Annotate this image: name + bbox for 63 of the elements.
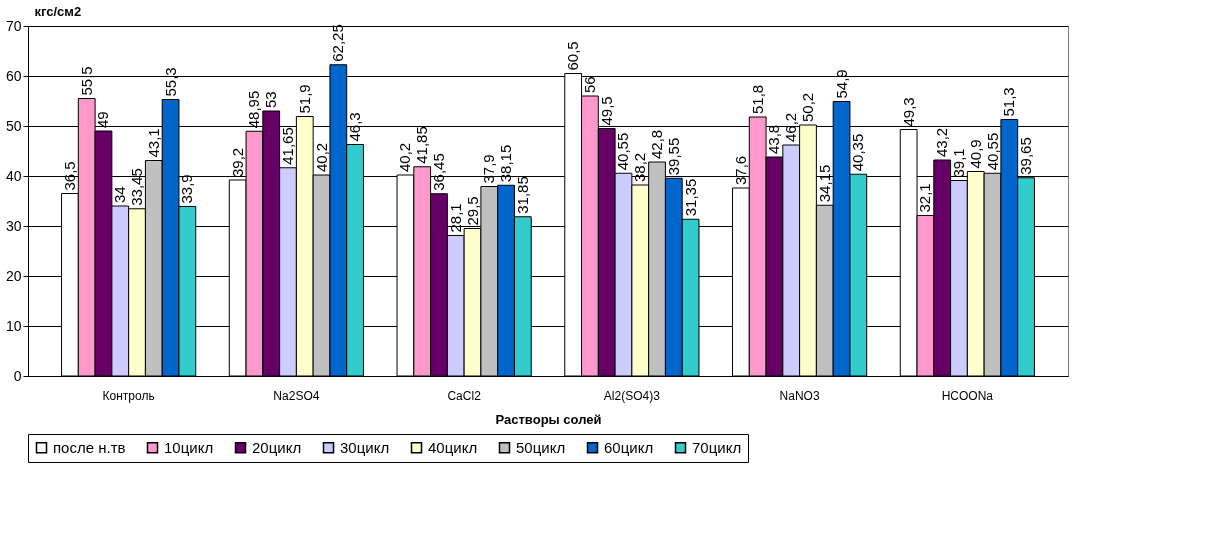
data-label: 50,2 <box>799 92 816 122</box>
x-tick-label: Al2(SO4)3 <box>603 388 661 403</box>
data-label: 39,2 <box>228 147 246 177</box>
data-label: 39,55 <box>664 137 682 176</box>
y-tick-label: 50 <box>5 117 22 134</box>
data-label: 49,3 <box>899 97 917 127</box>
data-label: 33,45 <box>128 168 146 206</box>
data-label: 51,3 <box>1000 87 1018 117</box>
data-label: 60,5 <box>564 41 582 71</box>
y-axis-title: кгс/см2 <box>34 3 82 19</box>
data-label: 53 <box>262 91 280 108</box>
data-label: 40,55 <box>614 132 632 171</box>
data-label: 46,2 <box>782 112 800 142</box>
y-tick-label: 10 <box>5 317 22 334</box>
data-label: 39,65 <box>1017 137 1035 175</box>
data-label: 51,8 <box>748 84 766 114</box>
data-label: 51,9 <box>295 84 313 114</box>
data-label: 34 <box>111 186 129 203</box>
data-label: 48,95 <box>245 90 263 129</box>
data-label: 41,85 <box>413 126 431 164</box>
data-label: 36,45 <box>429 153 447 191</box>
x-tick-label: Контроль <box>102 388 155 403</box>
legend-label: после н.тв <box>53 438 126 456</box>
data-label: 40,9 <box>966 139 984 169</box>
data-label: 37,6 <box>731 155 749 185</box>
data-label: 54,9 <box>832 69 850 99</box>
legend-label: 30цикл <box>340 438 390 456</box>
data-label: 41,65 <box>279 127 296 165</box>
data-label: 43,2 <box>933 127 951 157</box>
data-label: 32,1 <box>916 183 934 213</box>
data-label: 31,85 <box>513 176 531 214</box>
data-label: 29,5 <box>463 196 481 226</box>
data-label: 49,5 <box>597 96 615 126</box>
data-label: 40,35 <box>849 133 867 172</box>
x-tick-label: CaCl2 <box>447 388 482 403</box>
legend-label: 70цикл <box>692 438 742 456</box>
data-label: 31,35 <box>681 178 699 217</box>
x-tick-label: HCOONa <box>941 388 994 403</box>
x-tick-label: Na2SO4 <box>273 388 320 403</box>
data-label: 39,1 <box>949 148 967 178</box>
data-label: 42,8 <box>648 129 666 159</box>
legend-label: 50цикл <box>516 438 566 456</box>
y-tick-label: 70 <box>5 17 22 34</box>
x-tick-label: NaNO3 <box>779 388 820 403</box>
data-label: 62,25 <box>329 24 347 62</box>
y-tick-label: 0 <box>13 367 22 384</box>
y-tick-label: 60 <box>5 67 22 84</box>
legend-label: 40цикл <box>428 438 478 456</box>
data-label: 56 <box>580 76 598 93</box>
data-label: 40,2 <box>312 142 330 172</box>
data-label: 40,55 <box>983 132 1001 171</box>
y-tick-label: 40 <box>5 167 22 184</box>
data-label: 40,2 <box>396 142 414 172</box>
y-tick-label: 30 <box>5 217 22 234</box>
data-label: 43,1 <box>144 128 162 158</box>
legend-label: 60цикл <box>604 438 654 456</box>
data-label: 55,5 <box>77 66 95 96</box>
data-label: 55,3 <box>161 67 179 97</box>
legend-label: 20цикл <box>252 438 302 456</box>
y-tick-label: 20 <box>5 267 22 284</box>
data-label: 34,15 <box>815 164 833 203</box>
legend-label: 10цикл <box>164 438 214 456</box>
x-axis-title: Растворы солей <box>495 411 602 427</box>
